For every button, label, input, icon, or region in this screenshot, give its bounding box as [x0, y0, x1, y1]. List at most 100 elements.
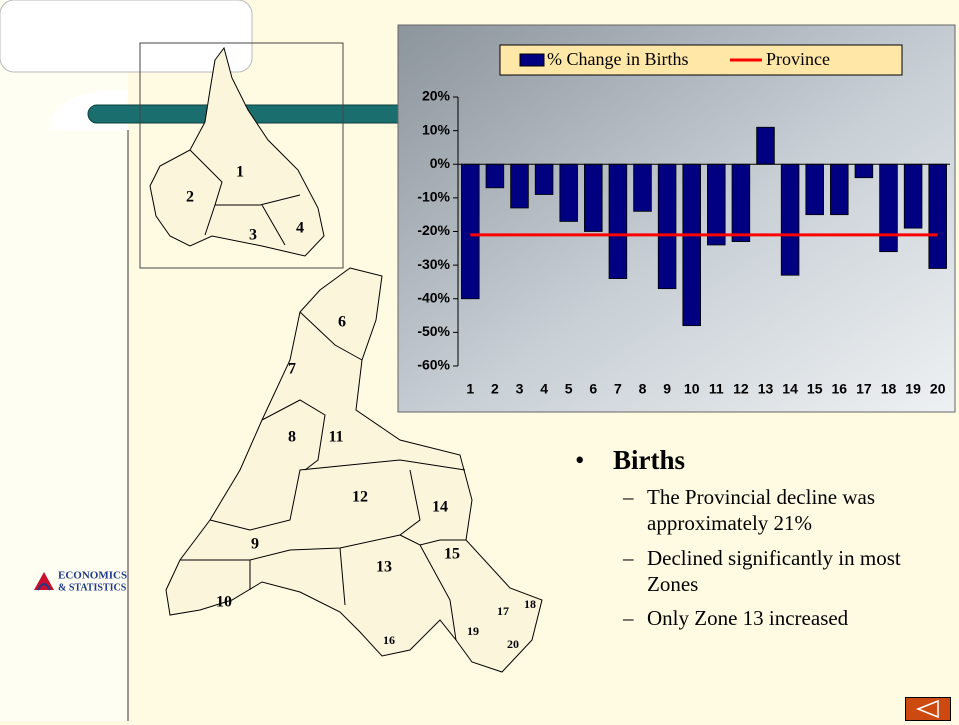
- legend-swatch: [519, 53, 545, 67]
- zone-label: 3: [249, 227, 257, 244]
- bar: [633, 163, 652, 212]
- inset-frame: [139, 42, 344, 269]
- bar: [682, 163, 701, 327]
- bullets: Births The Provincial decline was approx…: [575, 445, 955, 639]
- zone-label: 18: [524, 597, 536, 611]
- bar: [854, 163, 874, 179]
- bar: [879, 163, 898, 253]
- y-tick-label: -50%: [417, 323, 450, 339]
- x-tick-label: 8: [639, 381, 647, 397]
- bar: [707, 163, 726, 246]
- zone-line: [261, 204, 286, 246]
- zone-line: [339, 547, 346, 606]
- logo-mark: [34, 572, 54, 590]
- zone-label: 16: [383, 633, 395, 647]
- island: [165, 267, 543, 673]
- bar: [756, 126, 775, 165]
- y-tick-label: 10%: [422, 121, 451, 137]
- bar: [584, 163, 603, 232]
- x-tick-label: 6: [589, 381, 597, 397]
- labrador: [149, 46, 325, 257]
- zone-label: 11: [328, 429, 343, 446]
- bar: [805, 163, 824, 216]
- logo-mark: [37, 583, 51, 591]
- back-button[interactable]: [905, 697, 951, 721]
- zone-label: 9: [251, 536, 259, 553]
- back-icon: [915, 699, 939, 719]
- bar: [461, 163, 480, 300]
- bar: [731, 163, 751, 242]
- bar: [510, 163, 529, 209]
- x-tick-label: 15: [807, 381, 823, 397]
- x-tick-label: 1: [466, 381, 474, 397]
- zone-label: 17: [497, 604, 509, 618]
- logo: ECONOMICS & STATISTICS: [34, 570, 127, 593]
- x-tick-label: 4: [540, 381, 548, 397]
- x-tick-label: 9: [663, 381, 671, 397]
- y-tick-label: -20%: [417, 222, 450, 238]
- x-tick-label: 5: [565, 381, 573, 397]
- zone-label: 8: [288, 429, 296, 446]
- logo-text: & STATISTICS: [58, 582, 127, 593]
- zone-label: 2: [186, 189, 194, 206]
- x-tick-label: 13: [758, 381, 774, 397]
- zone-label: 20: [507, 637, 519, 651]
- x-tick-label: 14: [782, 381, 798, 397]
- zone-line: [204, 204, 216, 236]
- map: [139, 42, 543, 673]
- bar: [559, 163, 578, 222]
- x-tick-label: 3: [516, 381, 524, 397]
- top-shape: [0, 0, 253, 73]
- x-tick-label: 17: [856, 381, 872, 397]
- bar: [657, 163, 677, 290]
- x-tick-label: 10: [684, 381, 700, 397]
- x-tick-label: 12: [733, 381, 749, 397]
- bar: [780, 163, 800, 276]
- zone-line: [209, 459, 466, 531]
- y-tick-label: -30%: [417, 256, 450, 272]
- y-tick-label: -10%: [417, 189, 450, 205]
- legend-label: Province: [766, 49, 830, 69]
- bullet-title: Births: [575, 445, 955, 476]
- bar: [830, 163, 849, 216]
- bullet-item: Declined significantly in most Zones: [623, 545, 955, 598]
- bar: [608, 163, 628, 279]
- bar: [534, 163, 554, 195]
- logo-text: ECONOMICS: [58, 570, 127, 582]
- zone-line: [399, 534, 466, 546]
- bullet-item: The Provincial decline was approximately…: [623, 484, 955, 537]
- chart: -60%-50%-40%-30%-20%-10%0%10%20%1 2 3 4 5 6 7 8…: [397, 24, 956, 413]
- y-tick-label: -60%: [417, 357, 450, 373]
- x-tick-label: 2: [491, 381, 499, 397]
- x-tick-label: 20: [930, 381, 946, 397]
- x-tick-label: 7: [614, 381, 622, 397]
- zone-label: 6: [338, 314, 346, 331]
- bar: [928, 163, 947, 269]
- x-tick-label: 18: [881, 381, 897, 397]
- y-tick-label: 20%: [422, 88, 451, 104]
- x-tick-label: 11: [709, 381, 724, 397]
- bar: [485, 163, 505, 189]
- zone-label: 14: [432, 499, 448, 516]
- zone-label: 19: [467, 624, 479, 638]
- y-tick-label: -40%: [417, 289, 450, 305]
- y-tick-label: 0%: [430, 155, 451, 171]
- chart-area: [397, 24, 956, 413]
- zone-label: 13: [376, 559, 392, 576]
- x-tick-label: 19: [905, 381, 921, 397]
- bullet-item: Only Zone 13 increased: [623, 605, 955, 632]
- zone-line: [419, 544, 457, 641]
- zone-label: 7: [288, 361, 296, 378]
- bar: [903, 163, 923, 229]
- zone-line: [261, 399, 326, 471]
- x-tick-label: 16: [832, 381, 848, 397]
- zone-line: [299, 311, 363, 361]
- legend: [499, 44, 903, 76]
- zone-label: 1: [236, 164, 244, 181]
- zone-label: 10: [216, 594, 232, 611]
- legend-label: % Change in Births: [547, 49, 689, 69]
- zone-label: 15: [444, 546, 460, 563]
